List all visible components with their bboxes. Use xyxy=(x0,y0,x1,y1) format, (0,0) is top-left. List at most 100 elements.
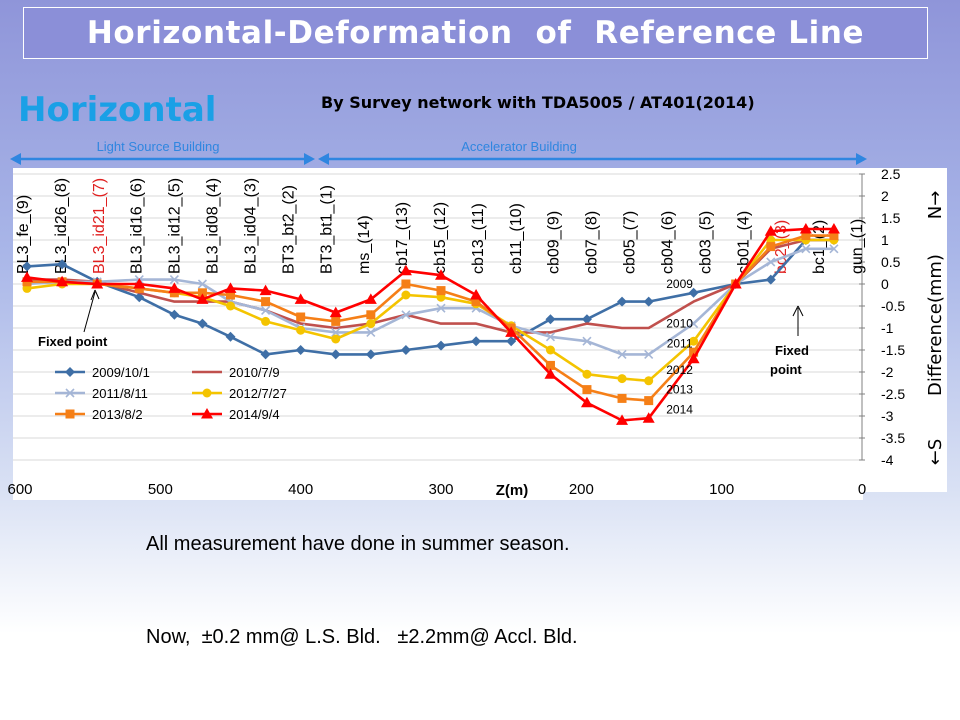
y-tick-label: 2.5 xyxy=(881,166,901,182)
point-label: BL3_id26_(8) xyxy=(53,178,70,274)
data-point xyxy=(331,334,341,344)
data-point xyxy=(168,282,181,293)
data-point xyxy=(829,231,839,241)
x-tick-label: 300 xyxy=(428,481,453,498)
axis-panel xyxy=(863,168,947,492)
y-tick-label: -1 xyxy=(881,320,894,336)
data-point xyxy=(400,345,411,355)
fixed-point-label-right-2: point xyxy=(770,362,802,377)
data-point xyxy=(261,297,271,307)
data-point xyxy=(617,393,627,403)
year-annotation: 2009 xyxy=(666,277,693,291)
legend-label: 2013/8/2 xyxy=(92,407,143,422)
point-label: bc1_(2) xyxy=(811,220,828,274)
data-point xyxy=(644,349,654,359)
legend-label: 2009/10/1 xyxy=(92,365,150,380)
fixed-point-label-right-1: Fixed xyxy=(775,343,809,358)
data-point xyxy=(196,293,209,304)
data-point xyxy=(643,296,654,307)
data-point xyxy=(296,325,306,335)
slide-title: Horizontal-Deformation of Reference Line xyxy=(86,15,865,51)
data-point xyxy=(545,345,555,355)
data-point xyxy=(765,274,776,285)
data-point xyxy=(225,331,236,342)
data-point xyxy=(687,352,700,364)
y-axis-north-label: N→ xyxy=(925,191,946,220)
data-point xyxy=(617,296,628,307)
point-label: cb05_(7) xyxy=(622,211,639,274)
data-point xyxy=(766,257,776,267)
data-point xyxy=(729,278,742,289)
slide-subtitle: Horizontal xyxy=(18,90,217,130)
y-tick-label: -3 xyxy=(881,408,894,424)
data-point xyxy=(197,288,207,298)
y-tick-label: 0 xyxy=(881,276,889,292)
point-label: cb15_(12) xyxy=(432,202,449,274)
x-axis-label: Z(m) xyxy=(496,482,529,499)
note-summer-season: All measurement have done in summer seas… xyxy=(146,533,570,555)
data-point xyxy=(470,289,483,300)
data-point xyxy=(545,360,555,370)
data-point xyxy=(65,409,75,419)
data-point xyxy=(544,368,557,379)
data-point xyxy=(689,347,699,357)
data-point xyxy=(436,286,446,296)
x-tick-label: 600 xyxy=(7,481,32,498)
point-label: BL3_fe_(9) xyxy=(15,195,32,274)
data-point xyxy=(201,408,213,419)
data-point xyxy=(401,290,411,300)
data-point xyxy=(261,316,271,326)
data-point xyxy=(471,336,482,347)
survey-note: By Survey network with TDA5005 / AT401(2… xyxy=(321,93,755,112)
data-point xyxy=(616,414,629,425)
point-label: cb01_(4) xyxy=(735,211,752,274)
series-line xyxy=(27,234,834,402)
point-label: BL3_id04_(3) xyxy=(242,178,259,274)
x-tick-label: 500 xyxy=(148,481,173,498)
data-point xyxy=(133,278,146,289)
data-point xyxy=(65,388,75,398)
x-tick-label: 200 xyxy=(569,481,594,498)
region-arrow-accelerator-head-left xyxy=(318,153,329,165)
data-point xyxy=(366,327,376,337)
y-tick-label: -0.5 xyxy=(881,298,905,314)
data-point xyxy=(224,282,237,293)
data-point xyxy=(169,309,180,320)
point-label: cb07_(8) xyxy=(584,211,601,274)
data-point xyxy=(202,388,212,398)
data-point xyxy=(331,327,341,337)
data-point xyxy=(226,290,235,300)
data-point xyxy=(22,261,33,272)
data-point xyxy=(329,306,342,318)
y-tick-label: 1.5 xyxy=(881,210,901,226)
y-tick-label: 1 xyxy=(881,232,889,248)
data-point xyxy=(296,312,306,322)
data-point xyxy=(435,269,447,280)
data-point xyxy=(688,287,699,298)
region-arrow-light-source-head-right xyxy=(304,153,315,165)
year-annotation: 2010 xyxy=(666,317,693,331)
legend-label: 2012/7/27 xyxy=(229,386,287,401)
data-point xyxy=(91,278,104,289)
data-point xyxy=(57,259,68,270)
region-label-light-source: Light Source Building xyxy=(97,139,220,154)
data-point xyxy=(436,340,446,351)
y-tick-label: -3.5 xyxy=(881,430,905,446)
point-label: cb04_(6) xyxy=(659,211,676,274)
data-point xyxy=(56,275,69,287)
data-point xyxy=(399,264,412,276)
year-annotation: 2012 xyxy=(666,363,693,377)
data-point xyxy=(581,314,592,325)
data-point xyxy=(65,367,75,377)
data-point xyxy=(644,376,654,386)
y-axis-south-label: ←S xyxy=(925,439,946,466)
year-annotation: 2013 xyxy=(666,383,693,397)
slide-title-box: Horizontal-Deformation of Reference Line xyxy=(23,7,928,59)
legend-label: 2011/8/11 xyxy=(92,386,148,401)
fixed-point-label-left: Fixed point xyxy=(38,334,108,349)
data-point xyxy=(471,297,481,307)
legend-label: 2010/7/9 xyxy=(229,365,280,380)
point-label: BT3_bt1_(1) xyxy=(318,185,335,274)
x-tick-label: 0 xyxy=(858,481,866,498)
